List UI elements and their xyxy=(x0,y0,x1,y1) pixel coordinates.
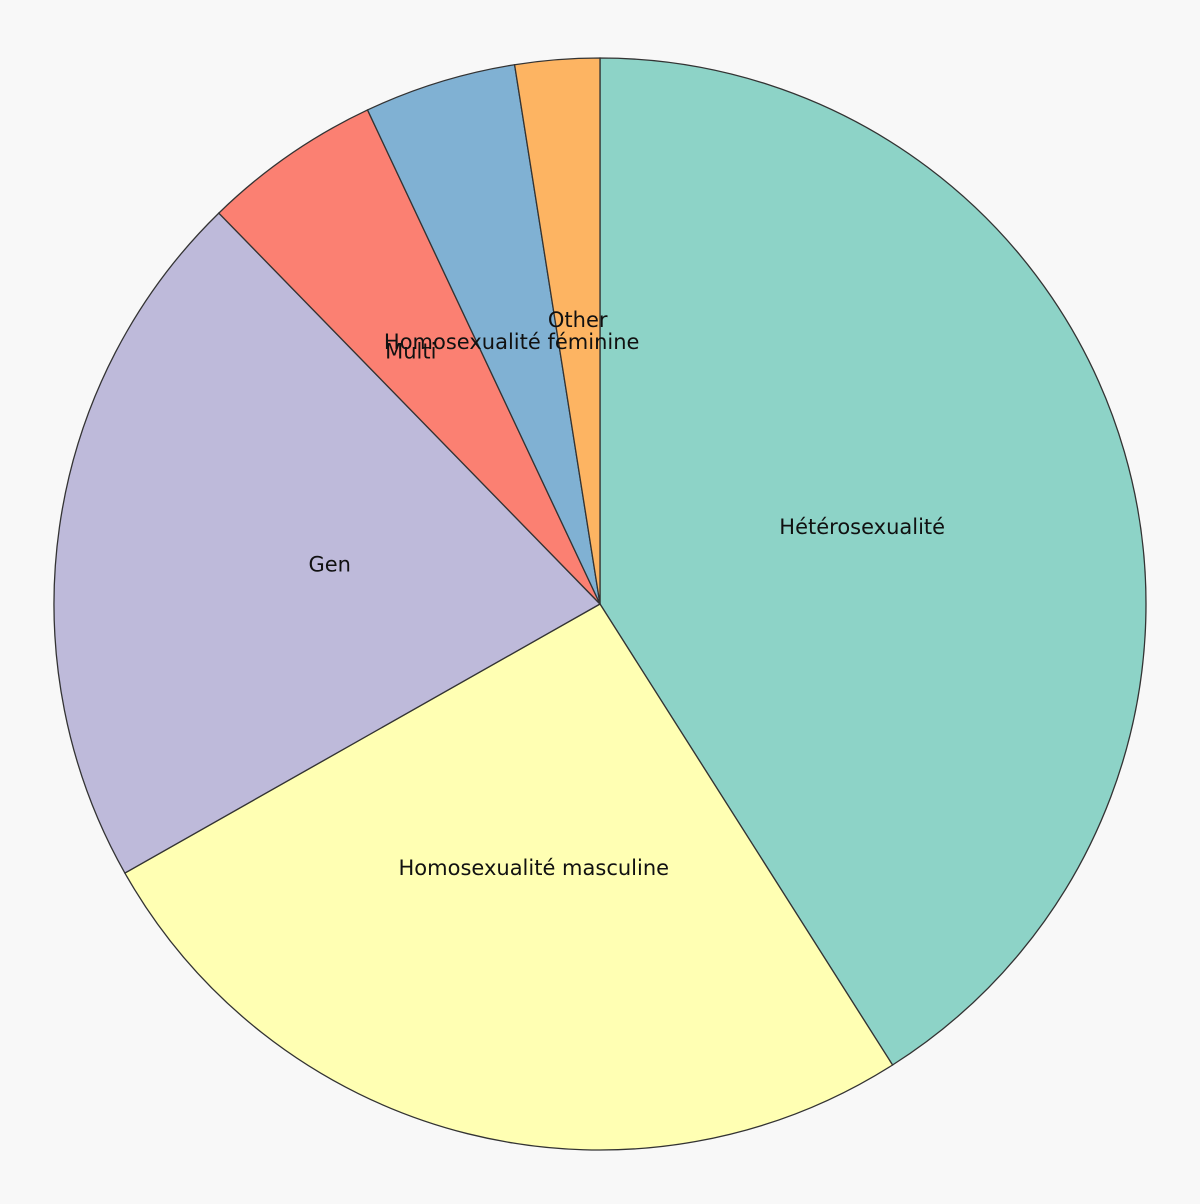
pie-label-multi: Multi xyxy=(385,340,436,364)
pie-label-homosexualite-feminine: Homosexualité féminine xyxy=(384,330,640,354)
pie-slice-gen xyxy=(53,212,602,874)
pie-slices xyxy=(53,57,1147,1151)
pie-label-gen: Gen xyxy=(308,553,351,577)
pie-slice-heterosexualite xyxy=(599,57,1147,1066)
pie-labels: Hétérosexualité Homosexualité masculine Ge… xyxy=(308,308,945,880)
pie-slice-homosexualite-masculine xyxy=(123,603,894,1151)
pie-slice-other xyxy=(513,57,601,605)
pie-label-homosexualite-masculine: Homosexualité masculine xyxy=(399,856,670,880)
pie-label-other: Other xyxy=(548,308,608,332)
pie-slice-multi xyxy=(217,109,601,605)
pie-label-heterosexualite: Hétérosexualité xyxy=(779,515,945,539)
